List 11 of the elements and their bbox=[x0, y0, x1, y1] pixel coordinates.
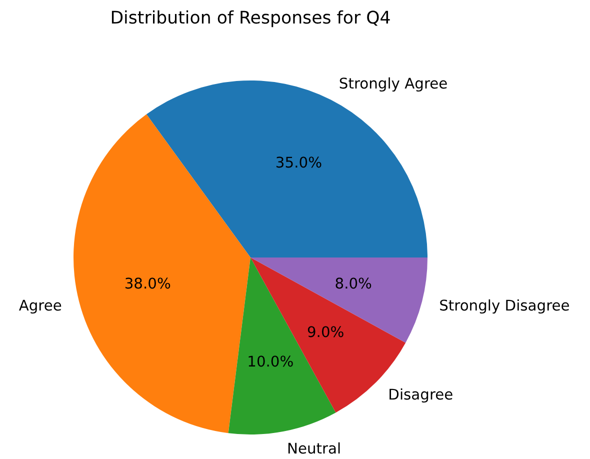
slice-label: Agree bbox=[18, 297, 62, 314]
slice-label: Strongly Agree bbox=[338, 76, 448, 93]
slice-label: Neutral bbox=[286, 440, 342, 458]
slice-label: Disagree bbox=[388, 386, 454, 404]
chart-title: Distribution of Responses for Q4 bbox=[110, 8, 391, 28]
data-label: 8.0% bbox=[334, 275, 372, 292]
data-label: 9.0% bbox=[306, 324, 344, 342]
data-label: 38.0% bbox=[124, 275, 171, 292]
data-label: 10.0% bbox=[247, 353, 294, 370]
data-label: 35.0% bbox=[275, 154, 322, 172]
slice-label: Strongly Disagree bbox=[439, 297, 570, 314]
